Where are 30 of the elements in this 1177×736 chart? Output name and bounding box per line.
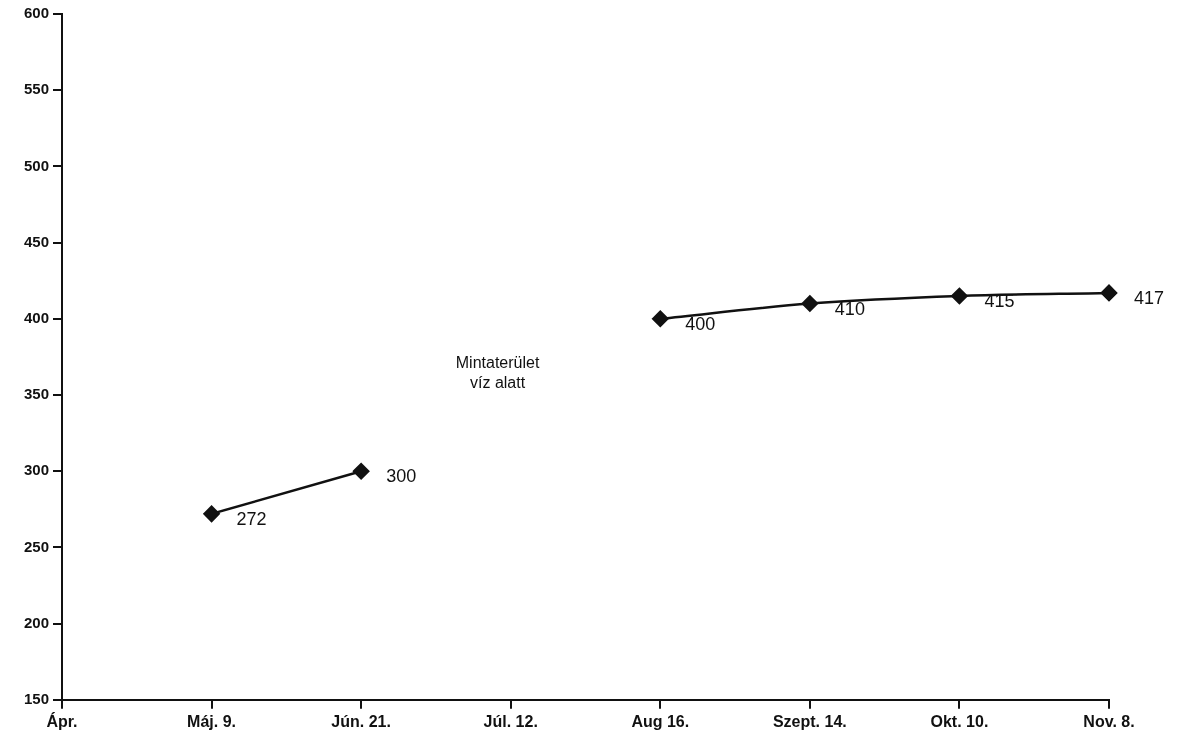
x-tick-label: Jún. 21.	[331, 712, 391, 730]
point	[352, 462, 370, 480]
point	[801, 295, 819, 312]
data-label: 300	[386, 466, 417, 487]
point	[203, 505, 220, 523]
y-tick-label: 200	[23, 613, 49, 631]
data-label: 400	[685, 313, 716, 334]
y-tick-label: 400	[23, 308, 49, 326]
y-tick-label: 350	[23, 385, 49, 403]
annotation: Mintaterület víz alatt	[455, 354, 540, 392]
y-tick-label: 550	[23, 80, 49, 98]
data-label: 410	[834, 298, 865, 319]
x-tick-label: Okt. 10.	[930, 712, 989, 730]
point	[1100, 284, 1118, 302]
x-tick-label: Ápr.	[46, 711, 78, 730]
x-tick-label: Nov. 8.	[1083, 712, 1135, 730]
y-tick-label: 300	[23, 461, 49, 479]
point	[951, 287, 968, 305]
data-label: 417	[1134, 287, 1165, 308]
x-tick-label: Aug 16.	[631, 712, 690, 730]
x-tick-label: Júl. 12.	[483, 712, 538, 730]
x-tick-label: Szept. 14.	[772, 712, 847, 730]
y-tick-label: 500	[23, 156, 49, 174]
y-tick-label: 600	[23, 4, 49, 22]
point	[652, 310, 669, 328]
y-tick-label: 250	[23, 537, 49, 555]
y-tick-label: 450	[23, 232, 49, 250]
x-tick-label: Máj. 9.	[187, 712, 237, 730]
data-label: 272	[236, 508, 267, 529]
y-tick-label: 150	[23, 689, 49, 707]
